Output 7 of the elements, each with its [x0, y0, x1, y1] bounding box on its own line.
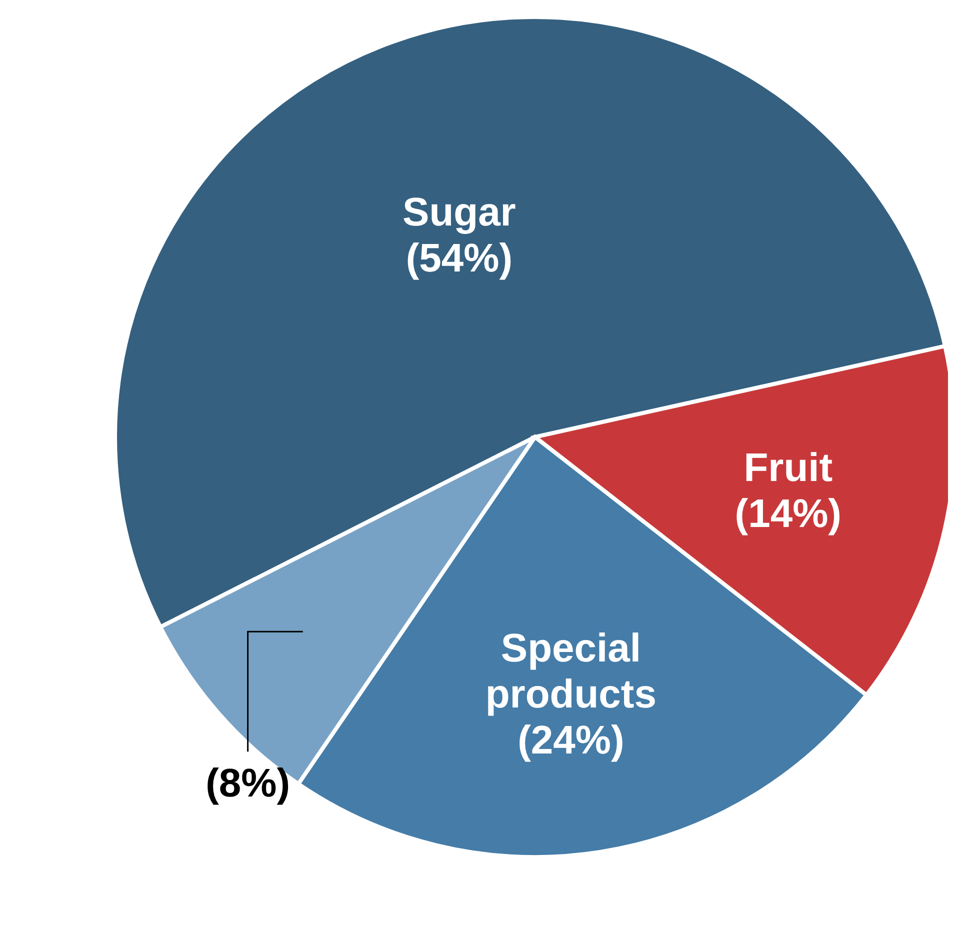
- data-label: (14%): [734, 492, 842, 536]
- slice-label: Fruit: [744, 446, 833, 490]
- slice-label: Sugar: [402, 190, 516, 234]
- data-label: (54%): [406, 236, 513, 280]
- slice-label: Special products: [485, 626, 656, 716]
- data-label: (8%): [206, 762, 290, 806]
- data-label: (24%): [518, 718, 624, 762]
